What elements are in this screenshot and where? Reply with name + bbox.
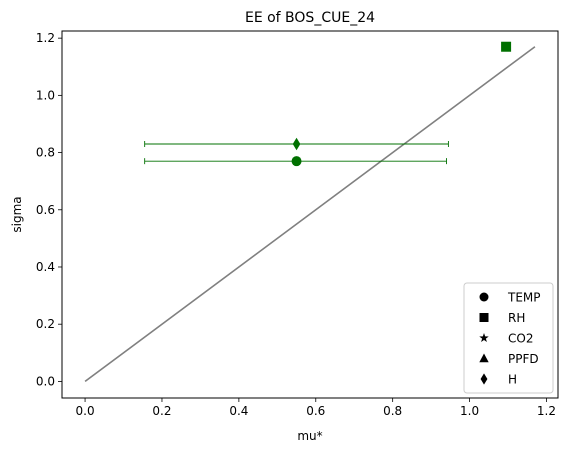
x-tick-label: 0.6 [306,404,325,418]
data-point-rh [501,41,512,52]
y-axis: 0.0 0.2 0.4 0.6 0.8 1.0 1.2 [36,31,62,388]
y-tick: 1.2 [36,31,62,45]
x-tick: 1.0 [460,398,479,418]
x-tick: 0.8 [383,398,402,418]
y-tick: 0.6 [36,203,62,217]
y-tick-label: 0.2 [36,317,55,331]
legend-item-h: H [480,373,517,387]
legend: TEMP RH CO2 PPFD H [463,282,554,394]
legend-label: TEMP [507,291,541,305]
x-tick: 1.2 [537,398,556,418]
reference-line [84,46,536,383]
y-tick: 0.8 [36,146,62,160]
reference-layer [84,46,536,383]
legend-label: H [508,373,517,387]
x-tick: 0.4 [229,398,248,418]
x-tick: 0.6 [306,398,325,418]
legend-frame [463,282,554,394]
x-axis-label: mu* [297,429,322,443]
y-tick-label: 0.8 [36,146,55,160]
legend-item-ppfd: PPFD [479,352,539,366]
legend-marker-temp [479,292,489,302]
legend-item-temp: TEMP [479,291,541,305]
legend-item-rh: RH [479,311,525,325]
data-point-temp [291,156,302,167]
legend-marker-h [480,373,488,385]
y-tick: 1.0 [36,88,62,102]
x-tick: 0.2 [152,398,172,418]
chart-title: EE of BOS_CUE_24 [245,10,375,26]
y-tick-label: 0.0 [36,374,55,388]
legend-marker-ppfd [479,353,489,363]
y-tick-label: 0.4 [36,260,55,274]
marker-layer [291,41,512,167]
legend-label: CO2 [508,332,533,346]
legend-marker-co2 [479,333,489,343]
x-tick-label: 0.4 [229,404,248,418]
x-tick-label: 0.0 [76,404,95,418]
y-tick: 0.4 [36,260,62,274]
x-tick-label: 1.2 [537,404,556,418]
x-tick-label: 1.0 [460,404,479,418]
y-axis-label: sigma [10,196,24,232]
legend-label: PPFD [508,352,539,366]
y-tick: 0.2 [36,317,62,331]
data-point-h [292,137,301,151]
x-tick: 0.0 [76,398,95,418]
x-tick-label: 0.2 [152,404,171,418]
y-tick-label: 0.6 [36,203,55,217]
y-tick: 0.0 [36,374,62,388]
legend-label: RH [508,311,525,325]
x-tick-label: 0.8 [383,404,402,418]
legend-item-co2: CO2 [479,332,533,346]
x-axis: 0.0 0.2 0.4 0.6 0.8 1.0 1.2 [76,398,556,418]
legend-marker-rh [479,313,489,322]
y-tick-label: 1.0 [36,88,55,102]
y-tick-label: 1.2 [36,31,55,45]
axes-frame [61,30,559,399]
